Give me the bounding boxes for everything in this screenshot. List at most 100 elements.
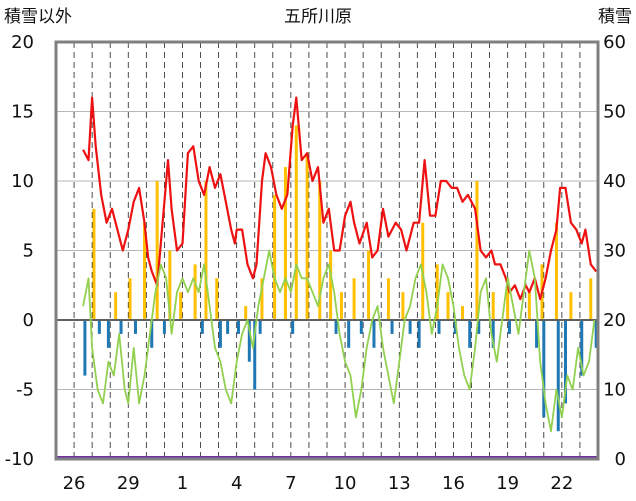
right-tick-label-4: 20 [603, 310, 626, 331]
bar-1-2 [106, 320, 110, 348]
bar-0-22 [401, 292, 405, 320]
bar-0-27 [475, 181, 479, 320]
bar-0-14 [294, 125, 298, 321]
bar-0-11 [260, 278, 264, 320]
bar-1-21 [417, 320, 421, 348]
bar-0-32 [554, 222, 558, 320]
bar-0-2 [128, 278, 132, 320]
left-tick-label-3: 5 [23, 241, 34, 262]
x-tick-label-1: 29 [117, 473, 140, 494]
bar-0-25 [446, 292, 450, 320]
x-tick-label-7: 16 [442, 473, 465, 494]
x-tick-label-3: 4 [231, 473, 242, 494]
bar-0-24 [435, 264, 439, 320]
series-line-0 [82, 96, 598, 301]
bar-1-33 [594, 320, 598, 348]
x-tick-label-8: 19 [496, 473, 519, 494]
left-tick-label-1: 15 [11, 102, 34, 123]
bar-0-19 [352, 278, 356, 320]
plot-frame [54, 40, 600, 461]
bar-1-26 [491, 320, 495, 348]
right-tick-label-5: 10 [603, 380, 626, 401]
bar-0-30 [527, 292, 531, 320]
x-tick-label-9: 22 [550, 473, 573, 494]
bar-0-16 [318, 181, 322, 320]
bar-1-14 [291, 320, 295, 334]
bar-0-18 [339, 292, 343, 320]
bar-1-13 [258, 320, 262, 334]
left-tick-label-6: -10 [5, 449, 34, 470]
bar-0-13 [283, 167, 287, 320]
bar-0-8 [204, 181, 208, 320]
bar-1-5 [150, 320, 154, 348]
plot-area [54, 40, 600, 461]
bar-1-25 [477, 320, 481, 334]
series-line-1 [82, 249, 596, 433]
bar-1-7 [200, 320, 204, 334]
left-tick-label-2: 10 [11, 171, 34, 192]
bar-0-34 [589, 278, 593, 320]
right-axis-title: 積雪 [598, 7, 632, 27]
left-tick-label-5: -5 [16, 380, 34, 401]
x-tick-label-2: 1 [177, 473, 188, 494]
bar-1-4 [133, 320, 137, 334]
bar-1-31 [563, 320, 567, 404]
bar-1-10 [236, 320, 240, 334]
bar-0-12 [273, 194, 277, 320]
bar-0-28 [491, 292, 495, 320]
bar-0-29 [506, 278, 510, 320]
right-tick-label-6: 0 [615, 449, 626, 470]
bar-1-3 [119, 320, 123, 334]
bar-0-9 [215, 278, 219, 320]
bar-1-16 [347, 320, 351, 348]
bar-1-20 [408, 320, 412, 334]
bar-1-12 [253, 320, 257, 390]
bar-1-23 [453, 320, 457, 334]
bar-1-15 [334, 320, 338, 334]
bar-0-26 [461, 306, 464, 320]
bar-0-1 [114, 292, 118, 320]
bar-0-33 [569, 292, 573, 320]
bar-1-18 [372, 320, 376, 348]
x-tick-label-6: 13 [388, 473, 411, 494]
bar-0-21 [386, 278, 390, 320]
bar-1-28 [535, 320, 539, 348]
left-tick-label-0: 20 [11, 32, 34, 53]
bar-0-15 [305, 153, 309, 320]
bar-1-17 [359, 320, 363, 334]
bar-1-6 [162, 320, 166, 334]
right-tick-label-2: 40 [603, 171, 626, 192]
bar-0-3 [143, 222, 147, 320]
x-tick-label-0: 26 [63, 473, 86, 494]
bar-1-32 [580, 320, 584, 376]
left-tick-label-4: 0 [23, 310, 34, 331]
x-tick-label-4: 7 [285, 473, 296, 494]
bar-1-22 [437, 320, 441, 334]
bar-0-5 [168, 250, 172, 320]
bar-1-9 [226, 320, 230, 334]
bar-1-11 [247, 320, 251, 362]
bar-1-8 [218, 320, 222, 348]
bar-1-1 [97, 320, 101, 334]
bar-1-24 [468, 320, 472, 348]
x-tick-label-5: 10 [334, 473, 357, 494]
bar-1-0 [83, 320, 87, 376]
bar-0-4 [155, 181, 159, 320]
bar-0-7 [193, 264, 197, 320]
bar-0-17 [329, 250, 333, 320]
bar-1-19 [390, 320, 394, 334]
bar-0-6 [179, 292, 183, 320]
right-tick-label-0: 60 [603, 32, 626, 53]
bar-1-27 [507, 320, 511, 334]
left-axis-title: 積雪以外 [4, 7, 72, 27]
bar-1-29 [542, 320, 546, 418]
bar-0-20 [367, 250, 371, 320]
bar-1-30 [556, 320, 560, 432]
right-tick-label-1: 50 [603, 102, 626, 123]
bar-0-10 [244, 306, 248, 320]
bar-0-0 [92, 208, 96, 320]
chart-title: 五所川原 [284, 7, 352, 27]
right-tick-label-3: 30 [603, 241, 626, 262]
